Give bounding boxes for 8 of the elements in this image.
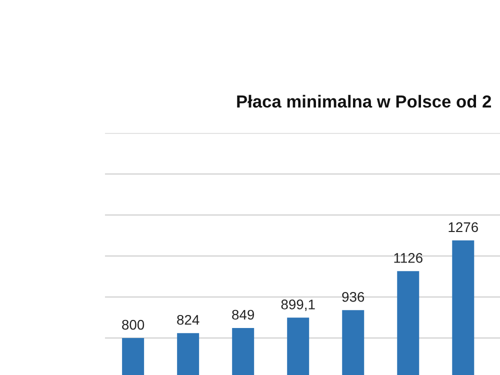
data-label: 1126 — [394, 253, 422, 263]
data-label: 1276 — [448, 222, 478, 232]
chart-title: Płaca minimalna w Polsce od 2 — [237, 94, 491, 108]
data-label: 800 — [122, 320, 144, 330]
data-label: 899,1 — [281, 300, 315, 312]
data-label: 824 — [177, 314, 200, 325]
data-label: 849 — [232, 310, 254, 320]
data-label: 936 — [342, 292, 364, 302]
